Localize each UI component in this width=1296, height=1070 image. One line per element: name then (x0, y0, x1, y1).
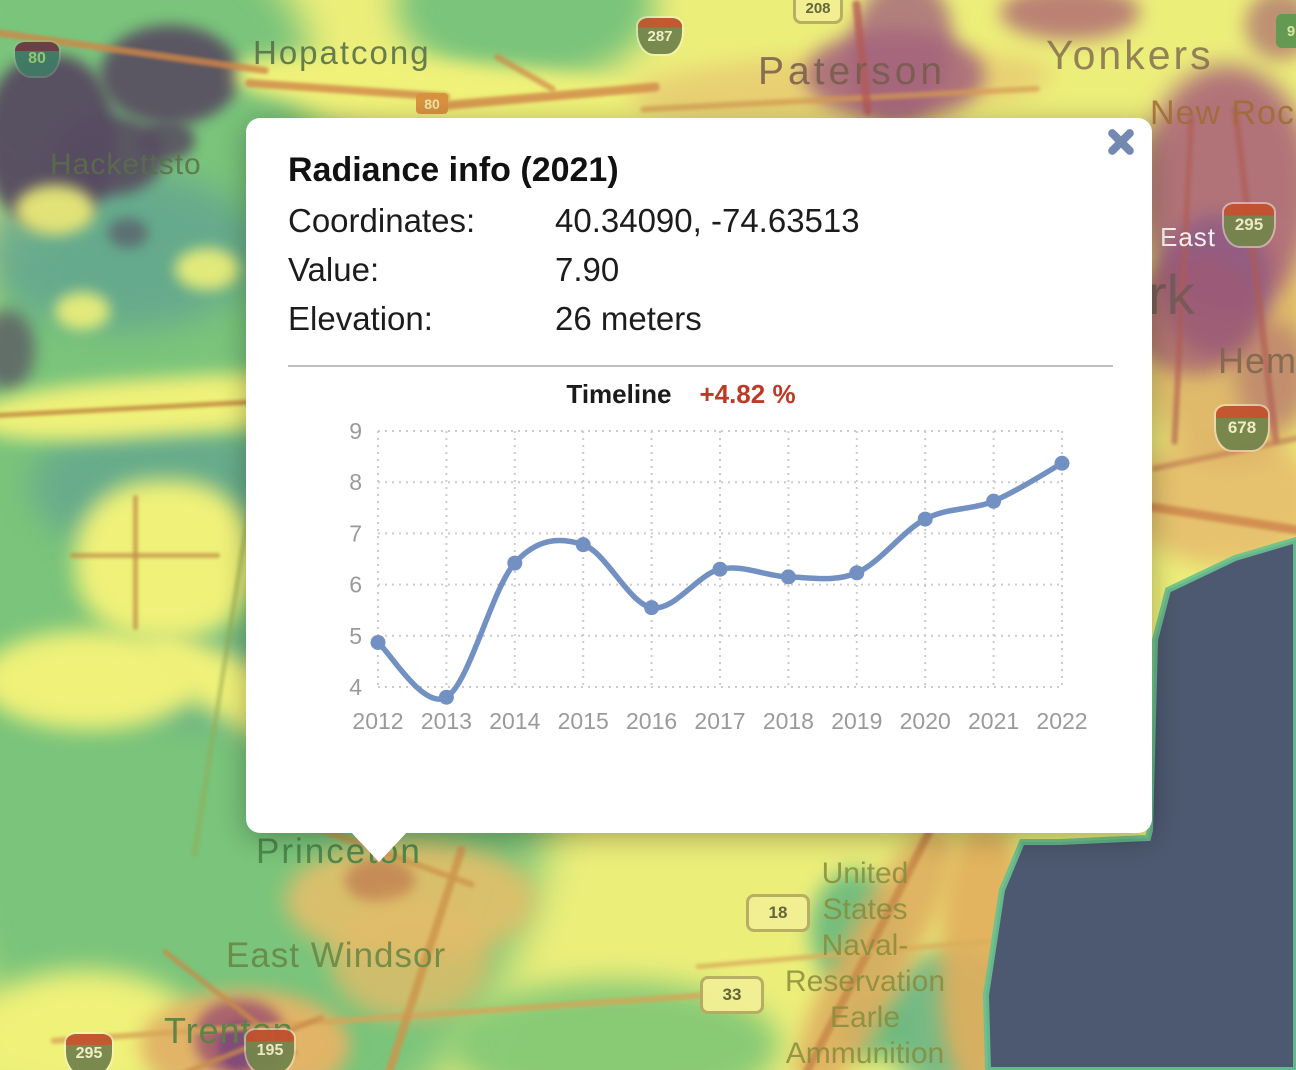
info-row: Coordinates: 40.34090, -74.63513 (288, 196, 1152, 245)
road-line (133, 495, 138, 630)
heat-blob (15, 185, 95, 235)
svg-text:2019: 2019 (831, 708, 882, 734)
chart-change-percent: +4.82 % (699, 379, 796, 409)
heat-blob (75, 480, 255, 640)
route-shield-80: 80 (416, 93, 448, 114)
naval-line: Reservation (784, 965, 946, 998)
map-label-yonkers: Yonkers (1046, 32, 1214, 78)
info-row: Value: 7.90 (288, 245, 1152, 294)
map-label-new-rochelle: New Roc (1150, 94, 1295, 132)
divider (288, 365, 1113, 367)
svg-text:2020: 2020 (900, 708, 951, 734)
svg-text:2012: 2012 (352, 708, 403, 734)
map-label-hempstead: Hem (1218, 340, 1296, 381)
close-button[interactable] (1106, 128, 1136, 156)
info-value: 26 meters (555, 300, 702, 337)
map-label-east-windsor: East Windsor (226, 936, 447, 975)
naval-line: Naval- (821, 929, 909, 962)
svg-text:2016: 2016 (626, 708, 677, 734)
svg-text:2015: 2015 (558, 708, 609, 734)
route-shield-208: 208 (793, 0, 843, 24)
heat-blob (100, 25, 240, 125)
svg-text:2017: 2017 (694, 708, 745, 734)
map-label-new-york: rk (1148, 263, 1195, 326)
route-shield-i80: 80 (15, 42, 59, 76)
route-shield-18: 18 (746, 894, 810, 932)
route-shield-i295-south: 295 (66, 1034, 112, 1070)
svg-text:8: 8 (349, 469, 362, 495)
info-row: Elevation: 26 meters (288, 294, 1152, 343)
info-value: 40.34090, -74.63513 (555, 202, 860, 239)
chart-header: Timeline +4.82 % (228, 379, 1134, 410)
map-label-naval-reservation: United States Naval- Reservation Earle A… (775, 856, 955, 1070)
chart-title: Timeline (566, 379, 672, 409)
timeline-chart: 9 8 7 6 5 4 2012 2013 2014 2015 2016 2017 2018 2019 20… (349, 418, 1087, 734)
route-shield-9: 9 (1276, 14, 1296, 48)
close-icon (1106, 129, 1136, 159)
svg-text:4: 4 (349, 674, 362, 700)
info-label: Value: (288, 251, 380, 288)
route-shield-i678: 678 (1216, 406, 1268, 450)
svg-text:2013: 2013 (421, 708, 472, 734)
svg-text:2021: 2021 (968, 708, 1019, 734)
map-label-hopatcong: Hopatcong (253, 34, 431, 71)
radiance-info-popup: Radiance info (2021) Coordinates: 40.340… (246, 118, 1152, 862)
info-label: Elevation: (288, 300, 433, 337)
info-label: Coordinates: (288, 202, 476, 239)
svg-text:5: 5 (349, 623, 362, 649)
svg-text:2022: 2022 (1036, 708, 1087, 734)
heat-blob (55, 292, 110, 330)
svg-text:2018: 2018 (763, 708, 814, 734)
naval-line: Earle (829, 1001, 901, 1034)
map-label-hackettstown: Hackettsto (50, 148, 202, 181)
svg-text:6: 6 (349, 572, 362, 598)
heat-blob (140, 120, 195, 160)
map-label-paterson: Paterson (758, 50, 947, 93)
info-value: 7.90 (555, 251, 620, 288)
route-shield-i195: 195 (246, 1030, 294, 1070)
naval-line: States (822, 893, 908, 926)
route-shield-33: 33 (700, 976, 764, 1014)
svg-text:7: 7 (349, 520, 362, 546)
heat-blob (175, 248, 240, 290)
road-line (70, 553, 220, 558)
map-label-east: East (1160, 222, 1217, 252)
heat-blob (345, 858, 415, 903)
naval-line: United (821, 857, 909, 890)
heat-blob (108, 218, 148, 248)
route-shield-i287: 287 (638, 18, 682, 54)
route-shield-i295: 295 (1224, 204, 1274, 246)
svg-text:9: 9 (349, 418, 362, 444)
naval-line: Ammunition (785, 1037, 945, 1070)
popup-title: Radiance info (2021) (288, 151, 619, 189)
svg-text:2014: 2014 (489, 708, 540, 734)
